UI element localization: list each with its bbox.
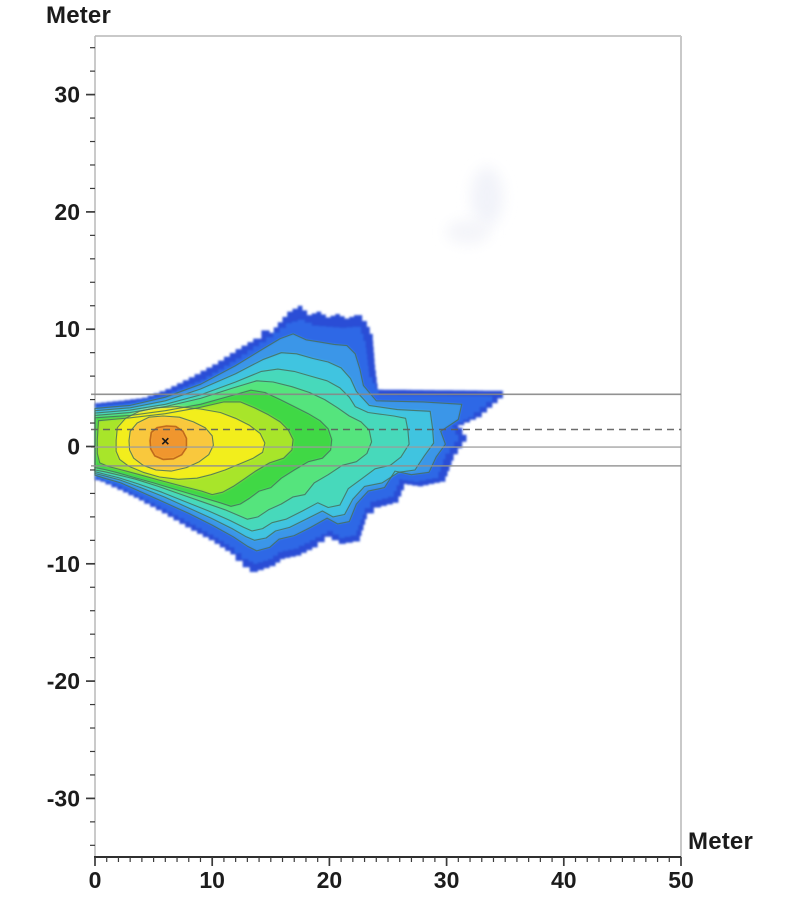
x-tick-label: 50: [668, 867, 694, 893]
contour-line-level-11-orange-hotspot: [149, 425, 188, 461]
y-axis-title: Meter: [46, 2, 112, 29]
x-axis-title: Meter: [688, 828, 754, 855]
x-tick-label: 20: [317, 867, 343, 893]
contour-line-level-4-cyan: [94, 352, 435, 541]
x-tick-label: 40: [551, 867, 577, 893]
y-tick-label: 0: [67, 434, 80, 460]
x-tick-label: 30: [434, 867, 460, 893]
watermark-smudge: [471, 167, 503, 227]
y-tick-label: 10: [54, 316, 80, 342]
band-level-11-orange-hotspot: [150, 426, 187, 460]
y-tick-label: -30: [47, 785, 80, 811]
watermark-smudge: [446, 220, 490, 244]
x-tick-label: 10: [199, 867, 225, 893]
contour-bands: [95, 305, 503, 572]
y-tick-label: 30: [54, 82, 80, 108]
y-tick-label: 20: [54, 199, 80, 225]
contour-line-level-3-sky-blue: [94, 333, 463, 552]
contour-line-level-8-yellow-green: [96, 401, 294, 496]
hotspot-marker: [161, 437, 169, 445]
x-tick-label: 0: [89, 867, 102, 893]
y-tick-label: -10: [47, 551, 80, 577]
contour-line-level-5-teal: [94, 368, 410, 532]
y-tick-label: -20: [47, 668, 80, 694]
axis-ticks: 0 10 20 30 40 50 30 20 10 0 -10 -20 -30: [47, 47, 694, 893]
contour-line-level-6-mint: [94, 380, 373, 520]
contour-line-level-10-light-orange: [128, 415, 214, 472]
hotspot-marker-stroke: [161, 437, 169, 445]
